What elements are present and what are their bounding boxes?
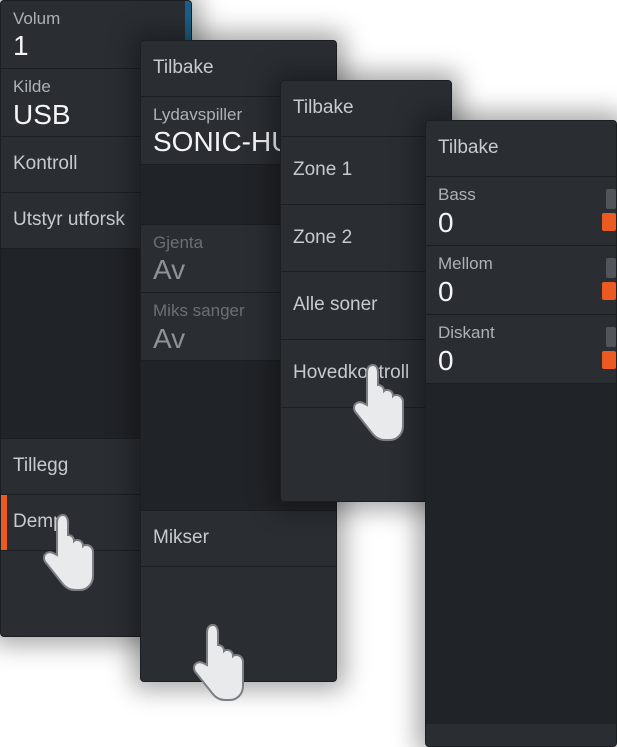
back-row-4[interactable]: Tilbake	[426, 121, 616, 177]
master-label: Hovedkontroll	[293, 362, 439, 385]
volume-label: Volum	[13, 9, 179, 29]
mid-row[interactable]: Mellom 0	[426, 246, 616, 315]
zone1-label: Zone 1	[293, 159, 439, 182]
mid-label: Mellom	[438, 254, 604, 274]
back-label-4: Tilbake	[438, 137, 604, 160]
mid-value: 0	[438, 276, 604, 308]
treble-label: Diskant	[438, 323, 604, 343]
back-label: Tilbake	[153, 57, 324, 80]
treble-value: 0	[438, 345, 604, 377]
bass-value: 0	[438, 207, 604, 239]
zone2-label: Zone 2	[293, 227, 439, 250]
mixer-label: Mikser	[153, 527, 324, 550]
active-indicator-icon	[1, 495, 7, 550]
spacer-row-4	[426, 384, 616, 724]
allzones-label: Alle soner	[293, 294, 439, 317]
back-label-3: Tilbake	[293, 97, 439, 120]
bass-label: Bass	[438, 185, 604, 205]
mixer-row[interactable]: Mikser	[141, 511, 336, 567]
treble-row[interactable]: Diskant 0	[426, 315, 616, 384]
menu-panel-4: Tilbake Bass 0 Mellom 0 Diskant 0	[425, 120, 617, 747]
bass-row[interactable]: Bass 0	[426, 177, 616, 246]
